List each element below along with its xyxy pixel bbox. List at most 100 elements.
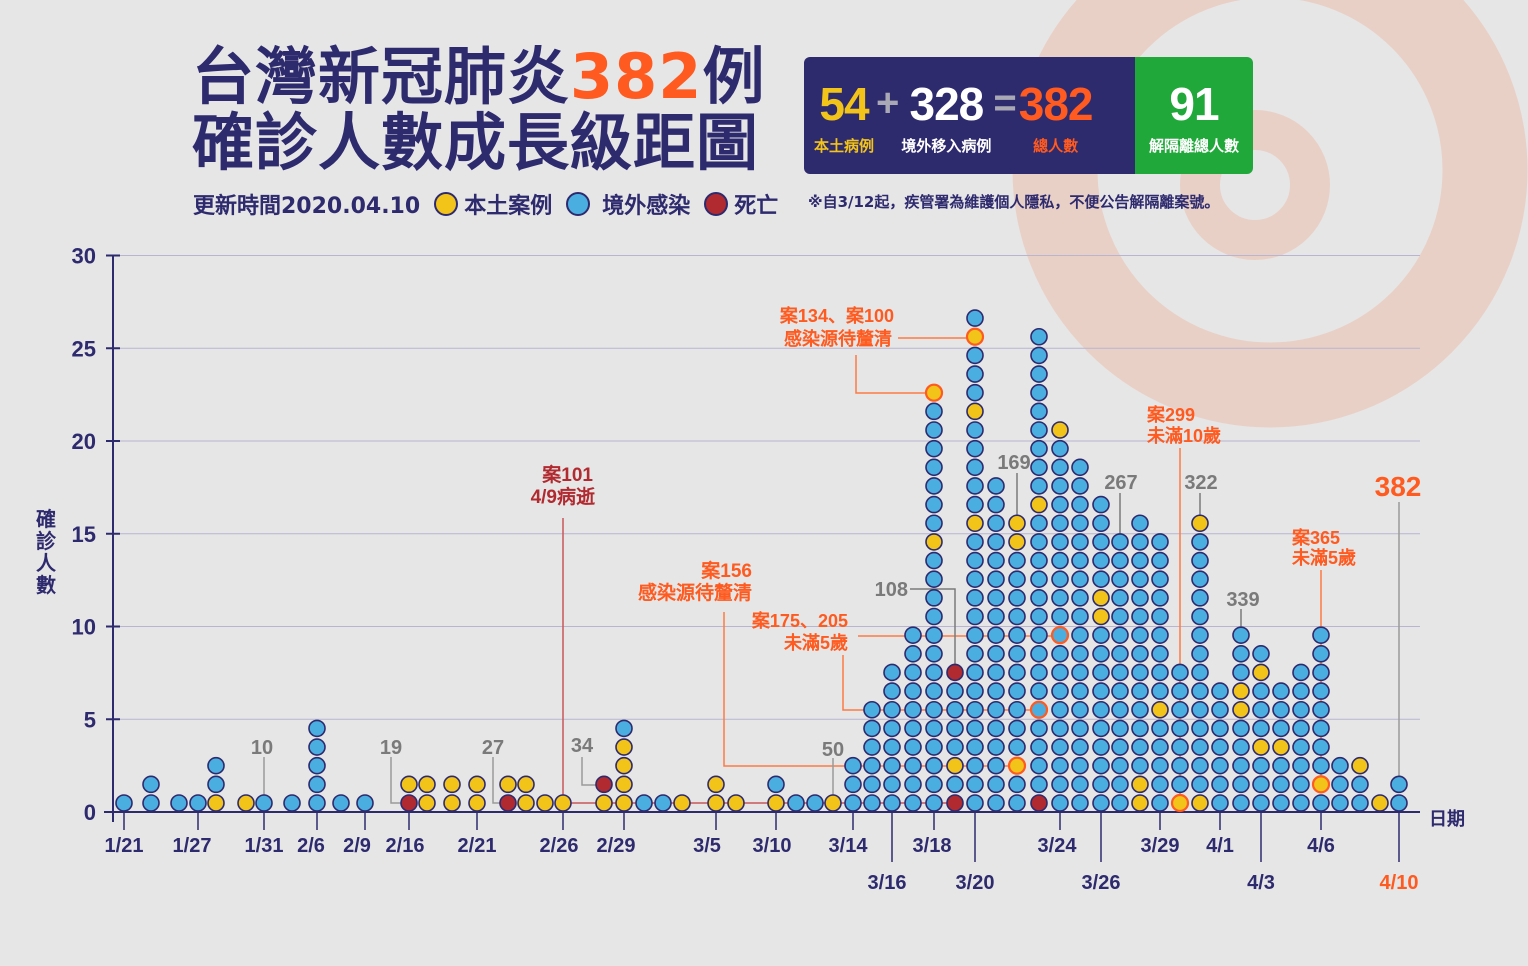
imported-case-dot: [1272, 775, 1290, 794]
imported-case-dot: [1051, 495, 1069, 514]
imported-case-dot: [1030, 383, 1048, 402]
imported-case-dot: [1008, 738, 1026, 756]
imported-case-dot: [635, 794, 653, 812]
imported-case-dot: [1151, 607, 1169, 626]
imported-case-dot: [1092, 794, 1110, 812]
imported-case-dot: [1071, 719, 1089, 738]
imported-case-dot: [1191, 533, 1209, 551]
imported-case-dot: [1071, 495, 1089, 514]
local-case-dot: [673, 794, 691, 812]
x-tick-label: 3/5: [693, 835, 721, 857]
y-axis-label-char: 診: [36, 529, 57, 553]
dot-column: [517, 775, 535, 812]
imported-case-dot: [925, 719, 943, 738]
imported-case-dot: [1071, 570, 1089, 589]
imported-case-dot: [1051, 551, 1069, 570]
dot-column: [595, 775, 613, 812]
dot-column: [255, 794, 273, 812]
dot-column: [170, 794, 188, 812]
imported-case-dot: [308, 719, 326, 738]
imported-case-dot: [1232, 663, 1250, 682]
imported-case-dot: [1051, 607, 1069, 626]
imported-case-dot: [1008, 719, 1026, 738]
imported-case-dot: [966, 383, 984, 402]
local-case-dot: [499, 775, 517, 794]
annotation-case175-note: 未滿5歲: [784, 632, 848, 653]
dot-column: [468, 775, 486, 812]
imported-case-dot: [332, 794, 350, 812]
dot-column: [1351, 756, 1369, 812]
dot-column: [115, 794, 133, 812]
imported-case-dot: [1051, 644, 1069, 663]
imported-case-dot: [1191, 589, 1209, 607]
dot-column: [1232, 626, 1250, 812]
imported-case-dot: [1252, 700, 1270, 719]
local-case-dot: [615, 738, 633, 756]
imported-case-dot: [966, 551, 984, 570]
imported-case-dot: [904, 663, 922, 682]
imported-case-dot: [1191, 607, 1209, 626]
imported-case-dot: [1071, 775, 1089, 794]
imported-case-dot: [1030, 644, 1048, 663]
x-tick-label: 3/20: [956, 872, 995, 894]
imported-case-dot: [1252, 756, 1270, 775]
annotation-case101-note: 4/9病逝: [531, 485, 596, 508]
local-case-dot: [237, 794, 255, 812]
imported-case-dot: [925, 495, 943, 514]
x-tick-label: 4/6: [1307, 835, 1335, 857]
imported-case-dot: [1131, 514, 1149, 533]
imported-case-dot: [1030, 626, 1048, 644]
imported-case-dot: [1030, 738, 1048, 756]
stat-local-label: 本土病例: [814, 137, 875, 155]
imported-case-dot: [987, 794, 1005, 812]
local-case-dot: [707, 775, 725, 794]
local-case-dot: [1131, 794, 1149, 812]
imported-case-dot: [1272, 794, 1290, 812]
x-ticks: 1/21 1/27 1/31 2/6 2/9 2/16 2/21 2/26 2/29 3/5 3/1…: [105, 813, 1418, 894]
local-case-dot: [1252, 663, 1270, 682]
stat-released-label: 解隔離總人數: [1148, 137, 1239, 155]
imported-case-dot: [987, 700, 1005, 719]
imported-case-dot: [925, 589, 943, 607]
dot-column: [635, 794, 653, 812]
imported-case-dot: [1071, 626, 1089, 644]
imported-case-dot: [1211, 738, 1229, 756]
dot-column: [237, 794, 255, 812]
imported-case-dot: [925, 439, 943, 458]
x-tick-label: 1/21: [105, 835, 144, 857]
imported-case-dot: [1008, 663, 1026, 682]
imported-case-dot: [1030, 682, 1048, 700]
annotation-case365: 案365: [1291, 527, 1340, 548]
imported-case-dot: [1051, 533, 1069, 551]
x-tick-label: 3/14: [829, 835, 869, 857]
imported-case-dot: [1092, 775, 1110, 794]
imported-case-dot: [1191, 663, 1209, 682]
title-line-1: 台灣新冠肺炎382例: [192, 44, 765, 110]
imported-case-dot: [1171, 775, 1189, 794]
death-dot: [946, 663, 964, 682]
imported-case-dot: [1211, 794, 1229, 812]
imported-case-dot: [1131, 570, 1149, 589]
imported-case-dot: [883, 719, 901, 738]
imported-case-dot: [883, 794, 901, 812]
local-case-dot: [418, 775, 436, 794]
axes: 日期: [104, 255, 1465, 830]
dot-column: [1252, 644, 1270, 812]
imported-case-dot: [1351, 775, 1369, 794]
imported-case-dot: [966, 756, 984, 775]
imported-case-dot: [1272, 719, 1290, 738]
imported-case-dot: [1390, 794, 1408, 812]
imported-case-dot: [1131, 682, 1149, 700]
x-tick-label: 3/26: [1082, 872, 1121, 894]
imported-case-dot: [966, 458, 984, 477]
imported-case-dot: [966, 719, 984, 738]
imported-case-dot: [925, 682, 943, 700]
imported-case-dot: [1131, 700, 1149, 719]
local-case-dot: [554, 794, 572, 812]
imported-case-dot: [1131, 533, 1149, 551]
dot-column: [987, 477, 1005, 812]
annotation-case134: 案134、案100: [779, 305, 894, 326]
y-axis-label-char: 人: [36, 551, 57, 575]
imported-case-dot: [1071, 458, 1089, 477]
imported-case-dot: [925, 700, 943, 719]
